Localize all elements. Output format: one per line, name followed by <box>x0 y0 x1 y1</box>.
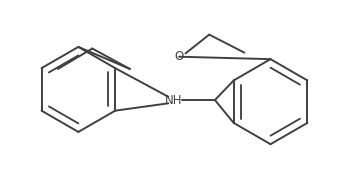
Text: NH: NH <box>165 94 183 107</box>
Text: O: O <box>174 50 184 63</box>
